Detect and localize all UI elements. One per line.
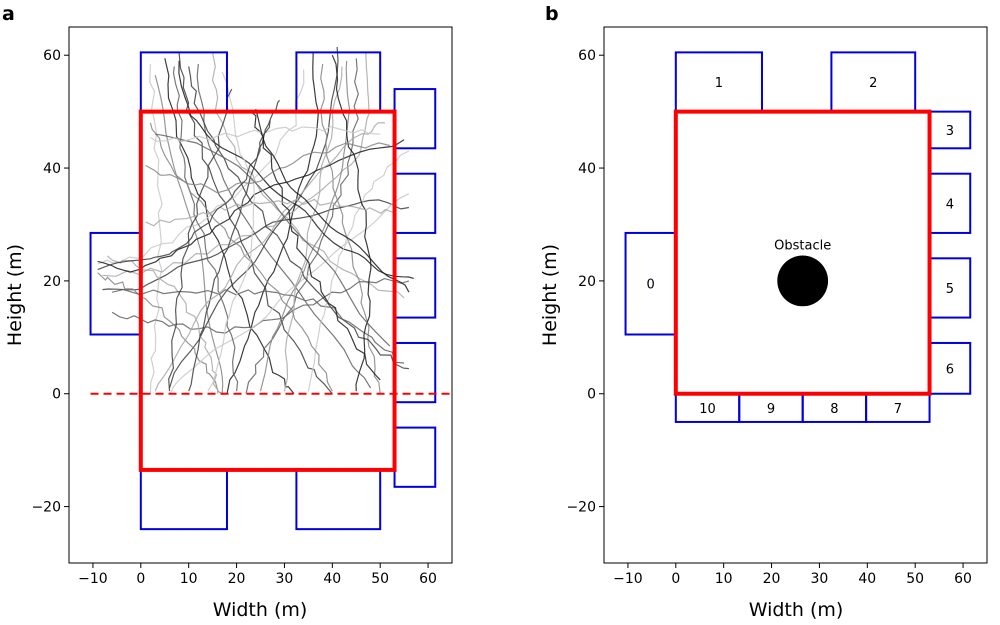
panel-a-x-tick-label: 20 bbox=[228, 571, 246, 587]
region-label: 4 bbox=[946, 197, 954, 212]
panel-b-y-tick-label: −20 bbox=[566, 500, 596, 516]
panel-a-axes: −10 0 10 20 30 40 50 60 −20 0 20 40 60 bbox=[31, 26, 453, 587]
panel-b-x-tick-label: 20 bbox=[763, 571, 781, 587]
panel-a-y-tick-label: 20 bbox=[43, 274, 61, 290]
panel-b-x-tick-label: 30 bbox=[811, 571, 829, 587]
panel-b-x-axis-label: Width (m) bbox=[749, 599, 844, 621]
panel-b-plot-frame bbox=[603, 26, 988, 564]
panel-a-x-axis-label: Width (m) bbox=[213, 599, 308, 621]
trajectory-line bbox=[178, 52, 333, 395]
panel-a-boundary bbox=[90, 109, 450, 472]
panel-b-y-tick-label: 0 bbox=[587, 387, 596, 403]
panel-b: b 0 1 2 3 4 5 6 7 8 9 10 Obstacle −10 0 10 20 30 40 50 60… bbox=[539, 3, 988, 621]
region-label: 0 bbox=[647, 278, 655, 293]
trajectory-line bbox=[97, 69, 305, 265]
trajectory-line bbox=[331, 54, 372, 392]
trajectory-line bbox=[102, 199, 410, 291]
region-label: 10 bbox=[699, 402, 716, 417]
trajectory-line bbox=[188, 66, 409, 370]
trajectory-line bbox=[188, 99, 281, 392]
panel-a-x-tick-label: 40 bbox=[323, 571, 341, 587]
panel-b-y-tick-label: 60 bbox=[578, 48, 596, 64]
trajectory-line bbox=[307, 150, 410, 392]
obstacle-circle bbox=[777, 255, 829, 307]
trajectory-line bbox=[245, 58, 359, 394]
trajectory-line bbox=[255, 108, 410, 293]
panel-b-boundary bbox=[673, 109, 932, 396]
panel-b-x-tick-label: 0 bbox=[671, 571, 680, 587]
region-box bbox=[393, 172, 437, 234]
trajectory-line bbox=[207, 71, 255, 392]
trajectory-line bbox=[145, 142, 390, 194]
region-box bbox=[139, 468, 228, 531]
trajectory-line bbox=[149, 63, 163, 394]
region-box bbox=[295, 468, 382, 531]
panel-b-y-tick-label: 20 bbox=[578, 274, 596, 290]
region-label: 7 bbox=[894, 402, 902, 417]
region-label: 8 bbox=[830, 402, 838, 417]
trajectory-line bbox=[155, 133, 391, 347]
boundary-rect bbox=[138, 109, 397, 472]
trajectory-line bbox=[164, 58, 295, 395]
trajectory-line bbox=[320, 63, 381, 394]
panel-a-trajectories bbox=[97, 46, 414, 395]
region-label: 3 bbox=[946, 124, 954, 139]
panel-b-x-tick-label: 40 bbox=[858, 571, 876, 587]
trajectory-line bbox=[97, 272, 223, 395]
panel-a-x-tick-label: 60 bbox=[419, 571, 437, 587]
panel-a-x-tick-label: 30 bbox=[276, 571, 294, 587]
region-box bbox=[393, 88, 437, 150]
region-box bbox=[393, 257, 437, 319]
trajectory-line bbox=[178, 60, 414, 279]
panel-b-obstacle-group: Obstacle bbox=[774, 239, 831, 307]
panel-a-x-tick-label: 0 bbox=[136, 571, 145, 587]
panel-b-y-axis-label: Height (m) bbox=[539, 244, 561, 346]
trajectory-line bbox=[250, 111, 381, 381]
trajectory-line bbox=[111, 288, 405, 364]
panel-a-letter: a bbox=[2, 3, 15, 25]
region-box bbox=[393, 426, 437, 488]
region-label: 5 bbox=[946, 282, 954, 297]
region-label: 1 bbox=[715, 76, 723, 91]
panel-b-x-tick-label: 60 bbox=[954, 571, 972, 587]
trajectory-line bbox=[97, 120, 271, 271]
boundary-rect bbox=[673, 109, 932, 396]
trajectory-line bbox=[168, 88, 233, 392]
region-label: 6 bbox=[946, 362, 954, 377]
obstacle-label: Obstacle bbox=[774, 239, 831, 254]
trajectory-line bbox=[226, 52, 320, 394]
trajectory-line bbox=[102, 52, 370, 277]
panel-a-y-tick-label: −20 bbox=[31, 500, 61, 516]
panel-a-y-tick-label: 40 bbox=[43, 161, 61, 177]
trajectory-line bbox=[150, 125, 381, 143]
trajectory-line bbox=[154, 75, 224, 394]
panel-a-x-tick-label: −10 bbox=[78, 571, 108, 587]
trajectory-line bbox=[259, 60, 351, 392]
panel-a-plot-frame bbox=[68, 26, 453, 564]
panel-b-x-tick-label: 10 bbox=[715, 571, 733, 587]
panel-a-y-axis-label: Height (m) bbox=[4, 244, 26, 346]
region-label: 9 bbox=[767, 402, 775, 417]
panel-a-x-tick-label: 10 bbox=[180, 571, 198, 587]
trajectory-line bbox=[169, 193, 410, 395]
panel-a-x-tick-label: 50 bbox=[371, 571, 389, 587]
panel-a-y-tick-label: 0 bbox=[52, 387, 61, 403]
panel-b-x-tick-label: 50 bbox=[906, 571, 924, 587]
panel-b-letter: b bbox=[545, 3, 559, 25]
trajectory-line bbox=[154, 122, 386, 392]
trajectory-line bbox=[283, 66, 343, 392]
trajectory-line bbox=[106, 255, 219, 394]
region-label: 2 bbox=[869, 76, 877, 91]
panel-a-y-tick-label: 60 bbox=[43, 48, 61, 64]
panel-b-y-tick-label: 40 bbox=[578, 161, 596, 177]
trajectory-line bbox=[111, 277, 410, 334]
trajectory-line bbox=[145, 198, 395, 227]
panel-b-x-tick-label: −10 bbox=[613, 571, 643, 587]
panel-a: a −10 0 10 20 30 40 50 60 −20 0 20 40 60 Width (m) H… bbox=[2, 3, 453, 621]
